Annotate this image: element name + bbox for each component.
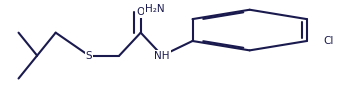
Text: S: S bbox=[86, 51, 92, 61]
Text: H₂N: H₂N bbox=[145, 4, 165, 14]
Text: Cl: Cl bbox=[323, 36, 333, 46]
Text: O: O bbox=[136, 7, 145, 17]
Text: NH: NH bbox=[154, 51, 170, 61]
